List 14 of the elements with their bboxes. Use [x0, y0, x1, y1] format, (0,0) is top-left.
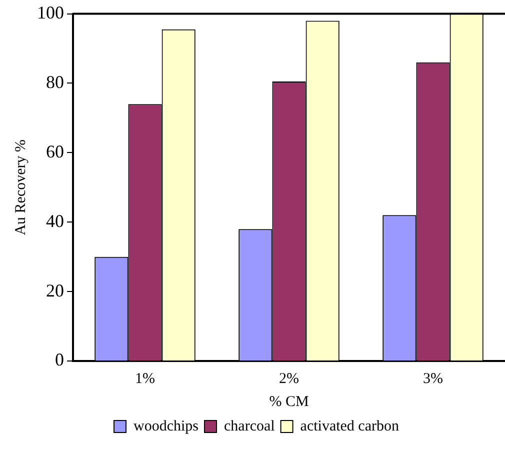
y-tick-label: 20 [46, 280, 64, 300]
y-axis-title: Au Recovery % [12, 139, 29, 236]
y-tick-label: 100 [37, 2, 64, 23]
y-tick-label: 60 [46, 141, 64, 162]
legend-label: charcoal [224, 418, 275, 434]
x-axis-title: % CM [269, 394, 309, 410]
x-tick-label: 3% [423, 370, 443, 387]
y-tick-label: 40 [46, 210, 64, 231]
y-tick-label: 0 [55, 350, 64, 370]
legend-label: woodchips [134, 418, 199, 434]
legend-label: activated carbon [300, 418, 400, 434]
x-tick-label: 2% [279, 370, 299, 387]
y-tick-label: 80 [46, 72, 64, 92]
x-tick-label: 1% [135, 370, 155, 387]
